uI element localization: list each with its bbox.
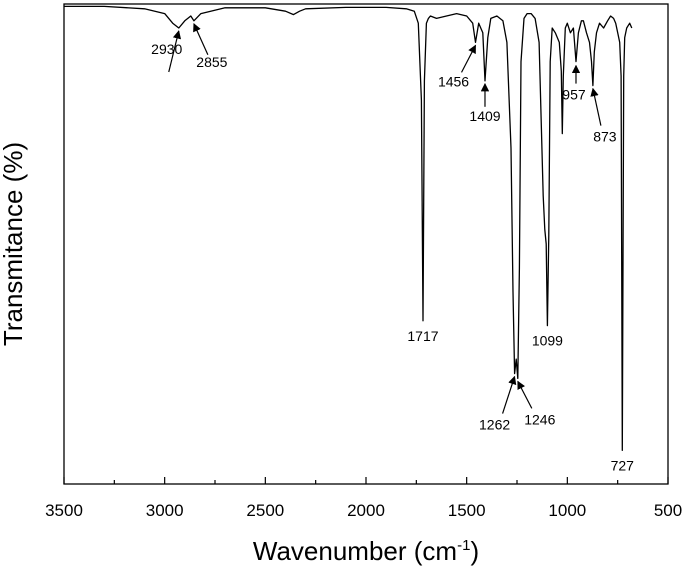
- series-layer: [64, 5, 633, 452]
- annotation-arrow: [193, 23, 209, 56]
- peak-label: 1099: [532, 333, 563, 349]
- peak-label: 1456: [438, 73, 469, 89]
- annotation-arrow: [502, 375, 517, 414]
- x-tick-label: 1500: [448, 501, 486, 520]
- peak-annotations: 2930 2855 1456 1409 1717 1262 1246 1099 957 873 72…: [151, 23, 635, 473]
- x-axis-tick-labels: 3500 3000 2500 2000 1500 1000 500: [45, 501, 682, 520]
- x-axis-title: Wavenumber (cm-1): [253, 536, 479, 566]
- x-tick-label: 2500: [246, 501, 284, 520]
- peak-label: 1246: [524, 411, 555, 427]
- peak-label: 2930: [151, 41, 182, 57]
- peak-label: 957: [562, 87, 586, 103]
- annotation-arrow: [460, 44, 477, 73]
- x-tick-label: 3500: [45, 501, 83, 520]
- x-tick-label: 500: [654, 501, 682, 520]
- annotation-arrow: [168, 30, 182, 73]
- peak-label: 1262: [479, 417, 510, 433]
- peak-label: 1409: [469, 108, 500, 124]
- peak-label: 727: [611, 457, 635, 473]
- x-tick-label: 3000: [146, 501, 184, 520]
- peak-label: 2855: [196, 54, 227, 70]
- x-tick-label: 2000: [347, 501, 385, 520]
- x-axis-ticks: [63, 477, 669, 484]
- annotation-arrow: [517, 380, 533, 409]
- plot-frame: [63, 3, 669, 485]
- spectrum-line: [64, 5, 633, 452]
- peak-label: 1717: [407, 328, 438, 344]
- annotation-arrow: [590, 87, 602, 126]
- y-axis-title: Transmitance (%): [0, 142, 28, 346]
- x-tick-label: 1000: [548, 501, 586, 520]
- peak-label: 873: [593, 129, 617, 145]
